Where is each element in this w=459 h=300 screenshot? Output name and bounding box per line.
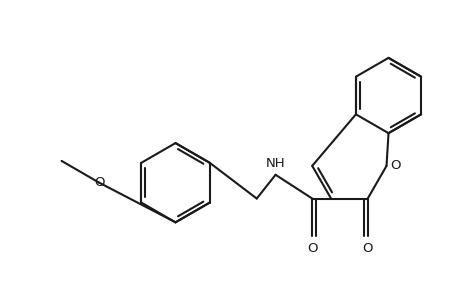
Text: O: O xyxy=(306,242,317,255)
Text: O: O xyxy=(362,242,372,255)
Text: O: O xyxy=(94,176,104,189)
Text: NH: NH xyxy=(265,157,285,170)
Text: O: O xyxy=(390,159,400,172)
